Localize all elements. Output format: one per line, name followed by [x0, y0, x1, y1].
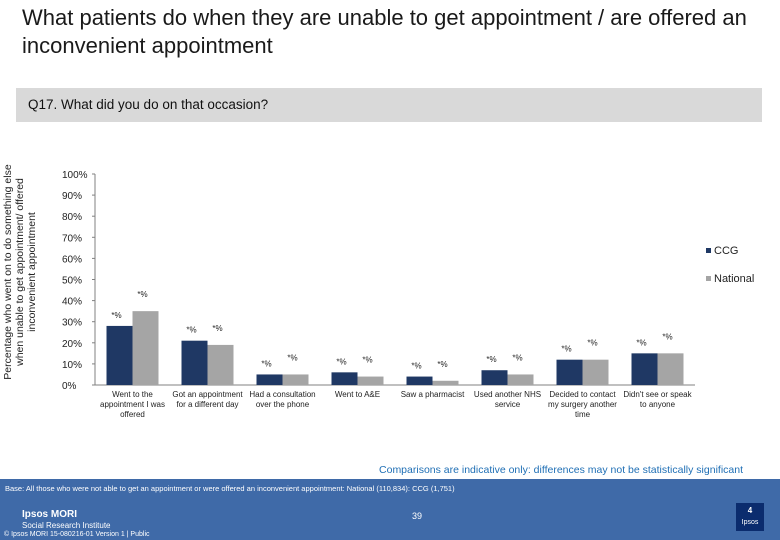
- bar-national-1: [207, 344, 234, 385]
- y-tick-label: 60%: [62, 254, 82, 265]
- x-tick-label: Went to A&E: [335, 390, 380, 399]
- data-label: *%: [186, 326, 196, 335]
- data-label: *%: [137, 290, 147, 299]
- copyright: © Ipsos MORI 15-080216-01 Version 1 | Pu…: [4, 531, 150, 538]
- legend-label-national: National: [714, 273, 754, 285]
- x-tick-label: Didn't see or speak to anyone: [623, 390, 692, 409]
- y-tick-label: 70%: [62, 233, 82, 244]
- bar-ccg-6: [556, 359, 583, 385]
- legend-label-ccg: CCG: [714, 245, 738, 257]
- y-tick-label: 50%: [62, 276, 82, 287]
- slide-title: What patients do when they are unable to…: [22, 5, 747, 58]
- y-tick-label: 100%: [62, 170, 88, 181]
- data-label: *%: [512, 353, 522, 362]
- bar-national-3: [357, 376, 384, 385]
- y-tick-label: 40%: [62, 297, 82, 308]
- ipsos-logo-icon: 4 Ipsos: [736, 503, 764, 531]
- y-tick-label: 80%: [62, 212, 82, 223]
- x-tick-label: Saw a pharmacist: [401, 390, 465, 399]
- data-label: *%: [336, 357, 346, 366]
- bar-ccg-0: [106, 325, 133, 385]
- x-tick-label: Decided to contact my surgery another time: [548, 390, 617, 419]
- x-tick-label: Went to the appointment I was offered: [100, 390, 165, 419]
- page-number: 39: [412, 511, 423, 521]
- bar-national-7: [657, 353, 684, 385]
- x-tick-label: Used another NHS service: [474, 390, 541, 409]
- bar-national-0: [132, 311, 159, 385]
- data-label: *%: [111, 311, 121, 320]
- legend-swatch-national: [706, 276, 711, 281]
- footer: Base: All those who were not able to get…: [0, 479, 780, 540]
- bar-ccg-7: [631, 353, 658, 385]
- y-tick-label: 10%: [62, 360, 82, 371]
- data-label: *%: [486, 355, 496, 364]
- comparison-note: Comparisons are indicative only: differe…: [379, 464, 743, 476]
- data-label: *%: [636, 338, 646, 347]
- y-tick-label: 20%: [62, 339, 82, 350]
- bar-ccg-3: [331, 372, 358, 385]
- data-label: *%: [662, 332, 672, 341]
- y-tick-label: 0%: [62, 381, 77, 392]
- data-label: *%: [587, 339, 597, 348]
- bar-national-4: [432, 380, 459, 385]
- x-tick-label: Had a consultation over the phone: [249, 390, 315, 409]
- bar-national-5: [507, 374, 534, 385]
- data-label: *%: [261, 359, 271, 368]
- data-label: *%: [437, 360, 447, 369]
- data-label: *%: [561, 345, 571, 354]
- question-text: Q17. What did you do on that occasion?: [28, 97, 269, 112]
- legend-swatch-ccg: [706, 248, 711, 253]
- bar-national-6: [582, 359, 609, 385]
- y-tick-label: 90%: [62, 191, 82, 202]
- bar-national-2: [282, 374, 309, 385]
- question-band: Q17. What did you do on that occasion?: [16, 88, 762, 122]
- bar-ccg-2: [256, 374, 283, 385]
- data-label: *%: [362, 356, 372, 365]
- bar-ccg-5: [481, 370, 508, 385]
- bar-ccg-1: [181, 340, 208, 385]
- base-text: Base: All those who were not able to get…: [5, 484, 455, 493]
- logo-subtitle: Social Research Institute: [22, 521, 111, 530]
- y-tick-label: 30%: [62, 318, 82, 329]
- data-label: *%: [212, 324, 222, 333]
- x-tick-label: Got an appointment for a different day: [172, 390, 243, 409]
- logo-name: Ipsos MORI: [22, 509, 78, 520]
- data-label: *%: [411, 362, 421, 371]
- bar-ccg-4: [406, 376, 433, 385]
- data-label: *%: [287, 353, 297, 362]
- bar-chart: 0% 10% 20% 30% 40% 50% 60% 70% 80% 90% 100% *% *% Wen…: [62, 170, 754, 419]
